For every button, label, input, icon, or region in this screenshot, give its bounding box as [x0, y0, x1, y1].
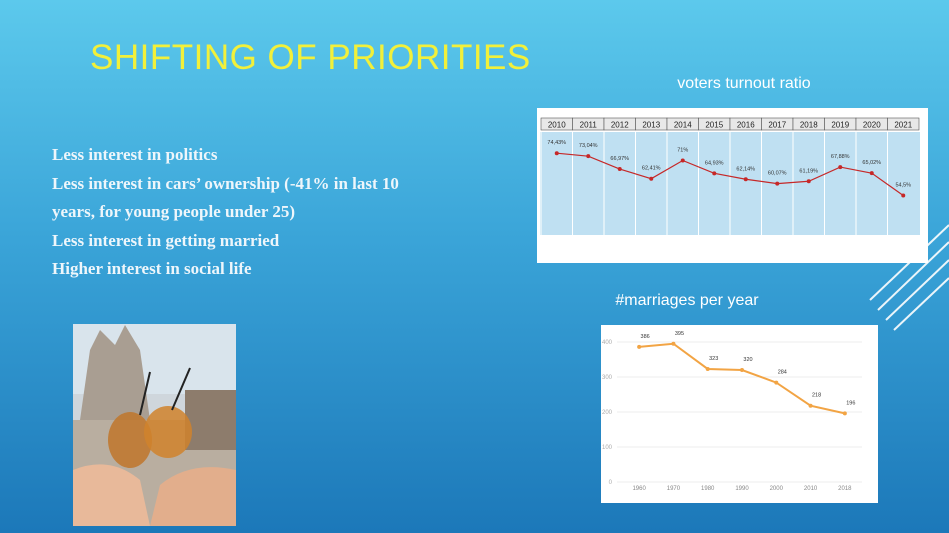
data-label: 67,88% [831, 154, 850, 160]
photo [73, 324, 236, 526]
data-label: 66,97% [610, 156, 629, 162]
data-point [637, 344, 642, 349]
chart-frame [601, 325, 878, 503]
data-point [740, 368, 744, 372]
x-tick-label: 1980 [701, 486, 715, 492]
y-tick-label: 0 [609, 480, 613, 486]
slide-title: SHIFTING OF PRIORITIES [90, 38, 531, 77]
data-point [586, 154, 591, 159]
data-label: 386 [641, 334, 650, 340]
data-label: 395 [675, 331, 684, 337]
data-point [774, 380, 779, 385]
bullet-list: Less interest in politics Less interest … [52, 141, 437, 284]
data-label: 284 [778, 370, 787, 376]
data-point [649, 176, 654, 181]
bullet: Less interest in cars’ ownership (-41% i… [52, 173, 399, 222]
y-tick-label: 100 [602, 445, 613, 451]
data-label: 73,04% [579, 143, 598, 149]
data-point [842, 411, 847, 416]
x-tick-label: 2019 [831, 121, 849, 130]
data-point [554, 151, 559, 156]
x-tick-label: 1990 [735, 486, 749, 492]
x-tick-label: 2010 [804, 486, 818, 492]
x-tick-label: 2018 [838, 486, 852, 492]
data-label: 196 [846, 400, 855, 406]
y-tick-label: 300 [602, 375, 613, 381]
y-tick-label: 400 [602, 340, 613, 346]
data-label: 71% [677, 147, 688, 153]
bullet: Higher interest in social life [52, 259, 252, 278]
data-label: 65,02% [862, 160, 881, 166]
x-tick-label: 2010 [548, 121, 566, 130]
bullet: Less interest in politics [52, 145, 218, 164]
data-point [775, 181, 780, 186]
data-point [671, 341, 676, 346]
data-point [869, 171, 874, 176]
series-line [556, 152, 904, 196]
data-label: 64,93% [705, 160, 724, 166]
x-tick-label: 2020 [863, 121, 881, 130]
x-tick-label: 2021 [894, 121, 912, 130]
data-point [901, 193, 906, 198]
x-tick-label: 1970 [667, 486, 681, 492]
y-tick-label: 200 [602, 410, 613, 416]
data-label: 323 [709, 356, 718, 362]
data-point [743, 177, 748, 182]
data-point [617, 167, 622, 172]
data-label: 60,07% [768, 171, 787, 177]
data-label: 218 [812, 393, 821, 399]
data-label: 61,19% [799, 168, 818, 174]
bullet: Less interest in getting married [52, 230, 280, 250]
data-point [705, 366, 710, 371]
x-tick-label: 2011 [580, 121, 598, 130]
x-tick-label: 2013 [642, 121, 660, 130]
data-label: 62,41% [642, 166, 661, 172]
x-tick-label: 2014 [674, 121, 692, 130]
data-point [806, 179, 811, 184]
x-tick-label: 2000 [770, 486, 784, 492]
data-label: 74,43% [547, 140, 566, 146]
data-label: 62,14% [736, 166, 755, 172]
data-point [712, 171, 717, 176]
x-tick-label: 2017 [768, 121, 786, 130]
data-point [680, 158, 685, 163]
header-cell [887, 117, 920, 131]
chart-title: #marriages per year [615, 292, 759, 309]
x-tick-label: 2016 [737, 121, 755, 130]
x-tick-label: 1960 [632, 486, 646, 492]
x-tick-label: 2012 [611, 121, 629, 130]
data-label: 320 [743, 357, 752, 363]
data-point [808, 403, 813, 408]
chart-title: voters turnout ratio [677, 75, 811, 92]
x-tick-label: 2018 [800, 121, 818, 130]
x-tick-label: 2015 [705, 121, 723, 130]
data-label: 54,5% [895, 182, 911, 188]
data-point [838, 165, 843, 170]
